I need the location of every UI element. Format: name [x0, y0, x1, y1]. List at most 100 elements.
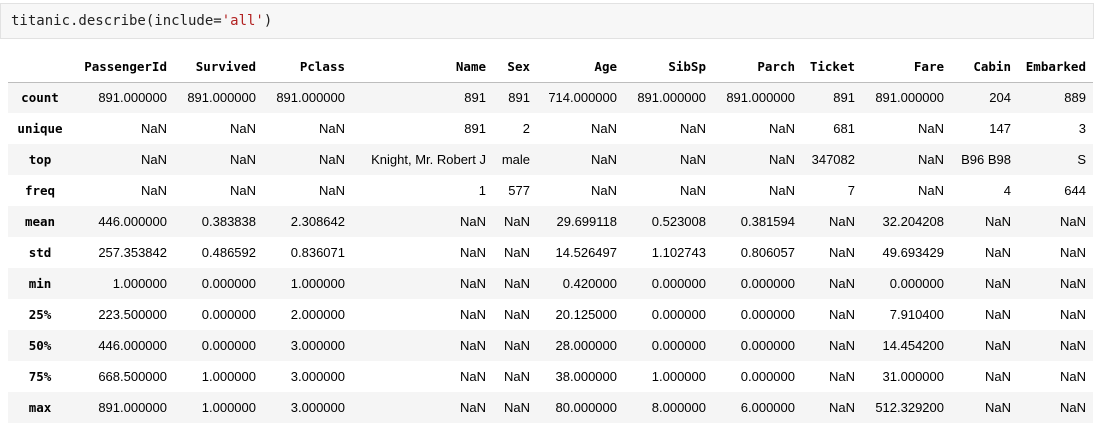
column-header: Cabin [951, 51, 1018, 83]
table-cell: NaN [590, 183, 617, 198]
table-cell: NaN [229, 121, 256, 136]
table-cell: NaN [459, 338, 486, 353]
table-cell: NaN [984, 338, 1011, 353]
column-header: Age [537, 51, 624, 83]
table-cell: NaN [679, 152, 706, 167]
table-cell: NaN [984, 400, 1011, 415]
code-cell-input[interactable]: titanic.describe(include='all') [0, 3, 1094, 39]
table-cell: 668.500000 [98, 369, 167, 384]
table-cell: 6.000000 [740, 400, 795, 415]
column-header: Ticket [802, 51, 862, 83]
column-header: Name [352, 51, 493, 83]
table-cell: 0.000000 [740, 276, 795, 291]
table-cell: 512.329200 [875, 400, 944, 415]
table-cell: 2.308642 [290, 214, 345, 229]
table-cell: NaN [503, 276, 530, 291]
table-cell: NaN [828, 307, 855, 322]
table-cell: 3.000000 [290, 369, 345, 384]
table-cell: 1.000000 [290, 276, 345, 291]
index-header [8, 51, 72, 83]
row-index-label: freq [24, 183, 56, 198]
code-line: titanic.describe(include='all') [11, 13, 272, 29]
table-cell: NaN [1059, 338, 1086, 353]
table-cell: NaN [229, 183, 256, 198]
row-index-label: 50% [28, 338, 52, 353]
table-cell: NaN [1059, 214, 1086, 229]
table-cell: NaN [917, 183, 944, 198]
table-cell: 891.000000 [98, 400, 167, 415]
table-cell: Knight, Mr. Robert J [371, 152, 486, 167]
table-cell: 891 [464, 90, 486, 106]
row-index-label: std [28, 245, 52, 260]
table-cell: NaN [768, 183, 795, 198]
table-cell: 714.000000 [548, 90, 617, 106]
table-row: freq NaN NaN NaN 1 577 NaN NaN NaN 7 NaN 4 644 [8, 175, 1093, 206]
table-row: max 891.000000 1.000000 3.000000 NaN NaN 80.00… [8, 392, 1093, 423]
table-cell: 32.204208 [882, 214, 944, 229]
table-cell: NaN [984, 307, 1011, 322]
table-cell: 891.000000 [726, 90, 795, 106]
table-cell: 347082 [811, 152, 855, 167]
table-cell: S [1077, 152, 1086, 167]
table-cell: 80.000000 [555, 400, 617, 415]
table-cell: NaN [1059, 369, 1086, 384]
row-index-label: mean [24, 214, 56, 229]
table-cell: NaN [590, 121, 617, 136]
table-cell: 0.836071 [290, 245, 345, 260]
table-cell: 891.000000 [98, 90, 167, 106]
table-cell: 0.000000 [740, 369, 795, 384]
table-cell: 8.000000 [651, 400, 706, 415]
table-cell: 891 [464, 121, 486, 136]
table-cell: NaN [503, 400, 530, 415]
table-cell: 0.486592 [201, 245, 256, 260]
table-cell: 577 [508, 183, 530, 198]
table-cell: 1.000000 [651, 369, 706, 384]
table-cell: NaN [459, 245, 486, 260]
table-cell: 1 [478, 183, 486, 198]
table-cell: NaN [679, 183, 706, 198]
table-cell: 1.000000 [201, 369, 256, 384]
table-cell: NaN [828, 400, 855, 415]
table-row: 25% 223.500000 0.000000 2.000000 NaN NaN 20.12… [8, 299, 1093, 330]
table-cell: 1.102743 [651, 245, 706, 260]
table-cell: 38.000000 [555, 369, 617, 384]
table-cell: NaN [828, 214, 855, 229]
column-header: Fare [862, 51, 951, 83]
table-row: unique NaN NaN NaN 891 2 NaN NaN NaN 681 NaN 147 3 [8, 113, 1093, 144]
table-row: min 1.000000 0.000000 1.000000 NaN NaN 0.42000… [8, 268, 1093, 299]
table-cell: NaN [318, 121, 345, 136]
table-cell: NaN [679, 121, 706, 136]
table-cell: 681 [833, 121, 855, 136]
table-cell: 446.000000 [98, 214, 167, 229]
table-cell: NaN [768, 152, 795, 167]
table-cell: NaN [503, 245, 530, 260]
describe-output-table: PassengerId Survived Pclass Name Sex Age… [8, 51, 1093, 423]
table-cell: 0.000000 [651, 276, 706, 291]
table-cell: 2.000000 [290, 307, 345, 322]
table-cell: 3 [1078, 121, 1086, 136]
table-cell: 891 [833, 90, 855, 106]
table-cell: 14.454200 [882, 338, 944, 353]
table-body: count 891.000000 891.000000 891.000000 891 89… [8, 82, 1093, 423]
table-cell: 14.526497 [555, 245, 617, 260]
table-cell: 0.000000 [201, 276, 256, 291]
table-cell: NaN [140, 152, 167, 167]
table-cell: 446.000000 [98, 338, 167, 353]
code-prefix: titanic.describe(include= [11, 13, 222, 29]
column-header: Parch [713, 51, 802, 83]
table-cell: 223.500000 [98, 307, 167, 322]
table-cell: NaN [459, 276, 486, 291]
table-cell: 0.000000 [651, 307, 706, 322]
column-header: Sex [493, 51, 537, 83]
table-cell: NaN [984, 276, 1011, 291]
column-header: PassengerId [72, 51, 174, 83]
table-cell: 31.000000 [882, 369, 944, 384]
table-cell: 28.000000 [555, 338, 617, 353]
table-cell: NaN [140, 121, 167, 136]
table-row: top NaN NaN NaN Knight, Mr. Robert J male NaN N… [8, 144, 1093, 175]
table-row: 50% 446.000000 0.000000 3.000000 NaN NaN 28.00… [8, 330, 1093, 361]
table-cell: NaN [984, 369, 1011, 384]
table-cell: 7 [847, 183, 855, 198]
table-cell: NaN [768, 121, 795, 136]
table-row: std 257.353842 0.486592 0.836071 NaN NaN 14.52… [8, 237, 1093, 268]
